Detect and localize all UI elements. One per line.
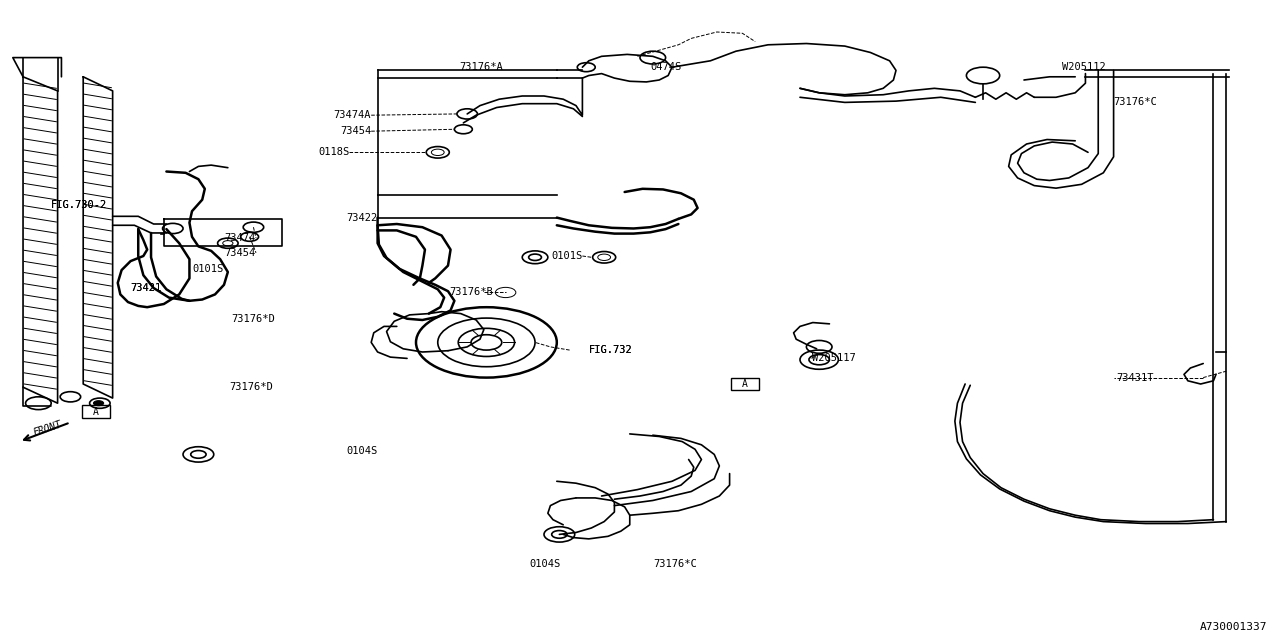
Text: W205117: W205117 xyxy=(812,353,855,364)
Text: A: A xyxy=(742,379,748,389)
Text: 73176*C: 73176*C xyxy=(653,559,696,570)
Text: 73474: 73474 xyxy=(225,233,256,243)
Text: 0118S: 0118S xyxy=(319,147,349,157)
Text: FIG.730-2: FIG.730-2 xyxy=(51,200,108,210)
Text: 73421: 73421 xyxy=(131,283,161,293)
Circle shape xyxy=(93,401,104,406)
Text: 0101S: 0101S xyxy=(552,251,582,261)
Text: 73454: 73454 xyxy=(340,126,371,136)
Text: 73176*C: 73176*C xyxy=(1114,97,1157,108)
Text: 73176*A: 73176*A xyxy=(460,62,503,72)
Text: 73431T: 73431T xyxy=(1116,372,1153,383)
Text: 0101S: 0101S xyxy=(193,264,224,274)
Text: 73176*B: 73176*B xyxy=(449,287,493,298)
Text: 0104S: 0104S xyxy=(530,559,561,570)
Text: FIG.732: FIG.732 xyxy=(589,345,632,355)
Text: 73176*D: 73176*D xyxy=(229,382,273,392)
Text: 0474S: 0474S xyxy=(650,62,681,72)
Text: 73176*D: 73176*D xyxy=(232,314,275,324)
Text: A730001337: A730001337 xyxy=(1199,622,1267,632)
Text: 73422: 73422 xyxy=(347,212,378,223)
Text: 73421: 73421 xyxy=(131,283,161,293)
Text: 73454: 73454 xyxy=(225,248,256,258)
Text: FRONT: FRONT xyxy=(32,419,63,438)
Text: W205112: W205112 xyxy=(1062,62,1106,72)
Text: FIG.730-2: FIG.730-2 xyxy=(51,200,108,210)
Text: A: A xyxy=(93,406,99,417)
Circle shape xyxy=(471,335,502,350)
Text: 73474A: 73474A xyxy=(334,110,371,120)
Text: FIG.732: FIG.732 xyxy=(589,345,632,355)
Text: 0104S: 0104S xyxy=(347,446,378,456)
